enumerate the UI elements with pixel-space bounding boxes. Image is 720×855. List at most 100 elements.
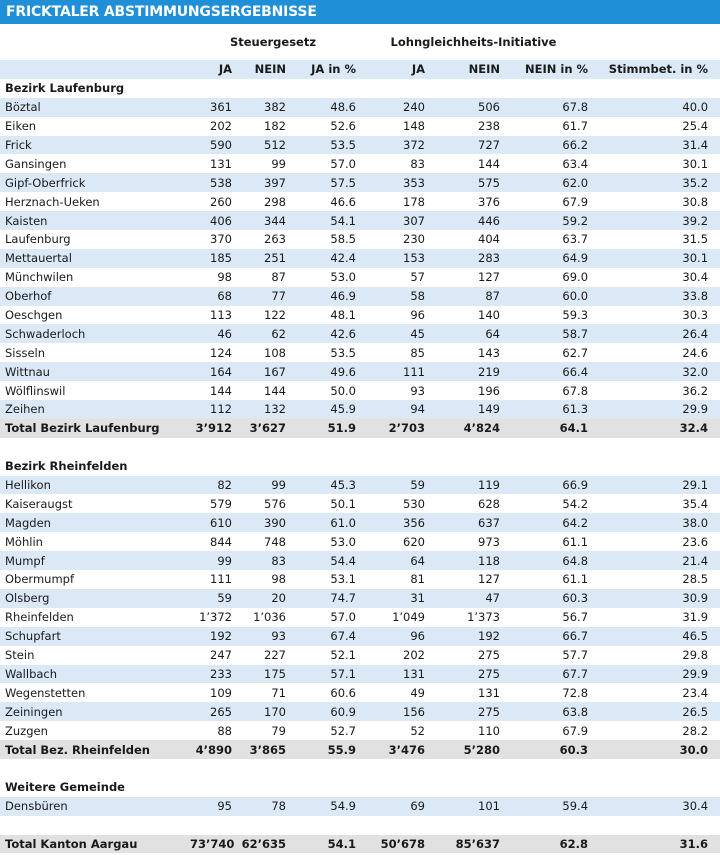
cell: 628	[478, 496, 500, 511]
cell: 727	[478, 138, 500, 152]
cell: 29.1	[682, 478, 709, 493]
cell: 67.9	[562, 194, 589, 209]
cell: 30.9	[682, 591, 709, 606]
cell: 46	[217, 326, 232, 341]
cell: 51.9	[327, 421, 356, 436]
cell: 132	[264, 402, 286, 417]
cell: 156	[403, 704, 425, 719]
cell: 111	[403, 364, 425, 379]
cell: 67.4	[330, 629, 356, 644]
cell: 748	[264, 534, 286, 549]
cell: 1’049	[392, 610, 425, 625]
data-row: Hellikon 82 99 45.3 59 119 66.9 29.1	[0, 475, 720, 495]
cell: 23.6	[682, 534, 709, 549]
cell: 446	[478, 213, 500, 228]
cell: 61.1	[562, 534, 589, 549]
cell: 67.7	[562, 666, 589, 681]
row-label: Möhlin	[5, 534, 43, 549]
cell: 404	[478, 232, 500, 247]
cell: 77	[271, 289, 286, 304]
row-label: Magden	[5, 515, 51, 530]
cell: 164	[210, 364, 232, 379]
cell: 113	[210, 308, 232, 323]
cell: 119	[478, 478, 500, 493]
cell: 30.4	[682, 270, 709, 285]
cell: 54.1	[327, 836, 356, 851]
cell: 575	[478, 175, 500, 190]
group-header: Lohngleichheits-Initiative	[390, 35, 557, 49]
cell: 31	[410, 591, 425, 606]
column-header: Stimmbet. in %	[608, 62, 709, 77]
cell: 33.8	[682, 289, 709, 304]
cell: 30.3	[682, 308, 709, 323]
cell: 48.6	[330, 100, 356, 115]
column-header: NEIN in %	[524, 62, 589, 77]
cell: 247	[210, 648, 232, 663]
cell: 62.7	[562, 345, 589, 360]
cell: 47	[485, 591, 500, 606]
cell: 390	[264, 515, 286, 530]
cell: 29.9	[682, 402, 709, 417]
row-label: Wittnau	[5, 364, 50, 379]
cell: 67.8	[562, 100, 589, 115]
cell: 64.2	[562, 515, 589, 530]
cell: 382	[264, 100, 286, 115]
cell: 167	[264, 364, 286, 379]
cell: 148	[403, 119, 425, 134]
total-row: Total Bez. Rheinfelden 4’890 3’865 55.9 3’47…	[0, 740, 720, 759]
cell: 233	[210, 666, 232, 681]
cell: 46.6	[330, 194, 356, 209]
data-row: Wittnau 164 167 49.6 111 219 66.4 32.0	[0, 362, 720, 382]
cell: 85’637	[455, 836, 500, 851]
cell: 144	[478, 156, 500, 171]
cell: 69	[410, 799, 425, 814]
column-header-row: JA NEIN JA in % JA NEIN NEIN in % Stimmbet. in…	[0, 60, 720, 79]
cell: 54.9	[330, 799, 356, 814]
data-row: Böztal 361 382 48.6 240 506 67.8 40.0	[0, 97, 720, 117]
data-row: Oeschgen 113 122 48.1 96 140 59.3 30.3	[0, 306, 720, 325]
cell: 54.2	[562, 496, 589, 511]
cell: 96	[410, 629, 425, 644]
spacer-row	[0, 438, 720, 457]
cell: 59	[410, 478, 425, 493]
cell: 66.2	[562, 138, 589, 152]
cell: 59	[217, 591, 232, 606]
cell: 64.8	[562, 553, 589, 568]
cell: 88	[217, 723, 232, 738]
row-label: Frick	[5, 138, 32, 152]
section-title: Bezirk Laufenburg	[5, 81, 125, 96]
row-label: Zeiningen	[5, 704, 63, 719]
cell: 590	[210, 138, 232, 152]
cell: 53.0	[330, 534, 356, 549]
empty-cell	[591, 24, 720, 60]
cell: 31.5	[682, 232, 709, 247]
cell: 46.5	[682, 629, 709, 644]
cell: 112	[210, 402, 232, 417]
column-header: JA	[411, 62, 425, 77]
cell: 83	[271, 553, 286, 568]
row-label: Sisseln	[5, 345, 46, 360]
cell: 82	[217, 478, 232, 493]
row-label: Kaiseraugst	[5, 496, 73, 511]
cell: 1’372	[199, 610, 232, 625]
cell: 30.1	[682, 156, 709, 171]
row-label: Zuzgen	[5, 723, 48, 738]
cell: 35.2	[682, 175, 709, 190]
cell: 38.0	[682, 515, 709, 530]
row-label: Herznach-Ueken	[5, 194, 100, 209]
cell: 29.8	[682, 648, 709, 663]
cell: 30.8	[682, 194, 709, 209]
cell: 53.0	[330, 270, 356, 285]
cell: 3’865	[249, 742, 286, 757]
cell: 61.1	[562, 572, 589, 587]
cell: 62.0	[562, 175, 589, 190]
column-header: JA in %	[311, 62, 356, 77]
cell: 42.6	[330, 326, 356, 341]
cell: 178	[403, 194, 425, 209]
cell: 4’890	[195, 742, 232, 757]
cell: 31.6	[679, 836, 709, 851]
cell: 30.0	[679, 742, 709, 757]
data-row: Wölflinswil 144 144 50.0 93 196 67.8 36.2	[0, 381, 720, 400]
cell: 506	[478, 100, 500, 115]
row-label: Total Bezirk Laufenburg	[5, 421, 160, 436]
